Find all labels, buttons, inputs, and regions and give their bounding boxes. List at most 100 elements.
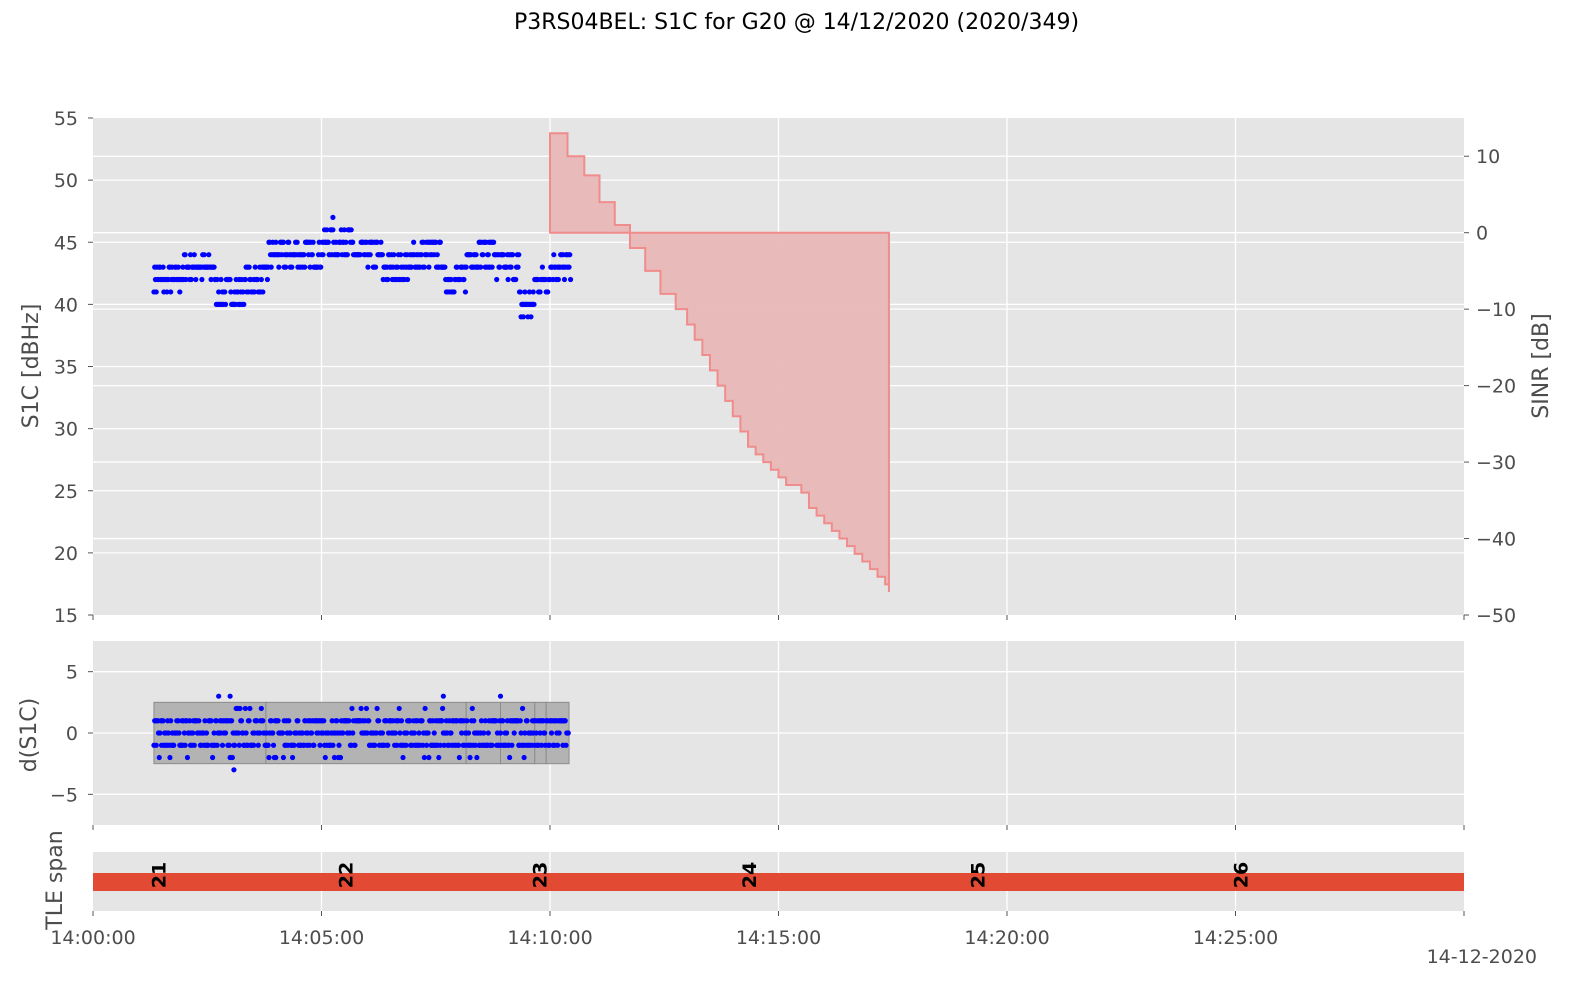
- s1c-point: [177, 289, 183, 295]
- dS1C-point: [187, 718, 193, 724]
- dS1C-point: [539, 742, 545, 748]
- dS1C-point: [247, 705, 253, 712]
- dS1C-point: [441, 742, 447, 748]
- tle-marker-label: 23: [530, 862, 552, 888]
- dS1C-point: [202, 718, 208, 724]
- s1c-point: [451, 289, 457, 295]
- dS1C-point: [346, 718, 352, 724]
- s1c-point: [462, 289, 469, 295]
- s1c-point: [208, 276, 214, 283]
- y-tick-label: 45: [54, 232, 78, 254]
- dS1C-point: [481, 730, 487, 736]
- s1c-point: [320, 252, 326, 258]
- y-axis-label: d(S1C): [17, 698, 42, 772]
- dS1C-point: [167, 754, 173, 761]
- dS1C-point: [497, 730, 504, 736]
- s1c-point: [510, 252, 516, 258]
- s1c-point: [454, 264, 460, 270]
- s1c-point: [485, 252, 491, 258]
- dS1C-point: [425, 730, 431, 736]
- dS1C-point: [330, 742, 336, 748]
- s1c-point: [567, 252, 573, 258]
- s1c-point: [522, 289, 528, 295]
- dS1C-point: [258, 705, 264, 712]
- dS1C-point: [542, 730, 548, 736]
- dS1C-point: [216, 693, 222, 699]
- dS1C-point: [334, 718, 340, 724]
- dS1C-point: [229, 718, 235, 724]
- s1c-point: [539, 264, 545, 270]
- s1c-point: [240, 289, 246, 295]
- x-tick-label: 14:25:00: [1193, 927, 1278, 949]
- s1c-point: [276, 264, 282, 270]
- s1c-point: [289, 264, 295, 270]
- s1c-point: [372, 264, 379, 270]
- s1c-point: [344, 252, 350, 258]
- dS1C-point: [352, 742, 358, 748]
- s1c-point: [307, 264, 313, 270]
- s1c-point: [508, 264, 514, 270]
- s1c-point: [180, 264, 186, 270]
- dS1C-point: [404, 730, 410, 736]
- dS1C-point: [565, 730, 571, 736]
- s1c-point: [478, 264, 484, 270]
- dS1C-point: [236, 742, 242, 748]
- s1c-point: [273, 239, 279, 245]
- s1c-point: [310, 239, 316, 245]
- dS1C-point: [519, 705, 526, 712]
- dS1C-point: [350, 730, 356, 736]
- s1c-point: [404, 276, 411, 283]
- s1c-point: [228, 289, 234, 295]
- dS1C-point: [521, 754, 527, 761]
- s1c-point: [218, 276, 224, 283]
- axis-layer: 14:00:00 14:05:00 14:10:00 14:15:00 14:20:00…: [17, 108, 1554, 949]
- y-tick-label: 25: [54, 481, 78, 503]
- dS1C-point: [231, 767, 237, 773]
- dS1C-point: [176, 730, 182, 736]
- s1c-point: [175, 264, 181, 270]
- sinr-layer: [549, 132, 890, 593]
- s1c-point: [365, 264, 371, 270]
- s1c-point: [473, 252, 479, 258]
- s1c-point: [537, 289, 543, 295]
- s1c-point: [520, 314, 526, 320]
- dS1C-point: [235, 730, 242, 736]
- s1c-point: [374, 239, 380, 245]
- s1c-point: [491, 239, 497, 245]
- s1c-point: [442, 264, 448, 270]
- y2-tick-label: −50: [1476, 605, 1516, 627]
- s1c-point: [318, 264, 324, 270]
- dS1C-point: [265, 742, 271, 748]
- dS1C-point: [156, 754, 162, 761]
- dS1C-point: [366, 718, 372, 724]
- s1c-point: [231, 301, 237, 307]
- y-tick-label: 20: [54, 543, 78, 565]
- s1c-point: [187, 252, 194, 258]
- dS1C-point: [456, 754, 462, 761]
- dS1C-point: [440, 693, 446, 699]
- dS1C-point: [464, 718, 470, 724]
- dS1C-point: [153, 742, 159, 748]
- dS1C-point: [456, 742, 462, 748]
- x-tick-label: 14:15:00: [736, 927, 821, 949]
- x-tick-label: 14:00:00: [50, 927, 135, 949]
- y-axis-label: S1C [dBHz]: [19, 304, 44, 429]
- y-tick-label: −5: [50, 784, 78, 806]
- dS1C-point: [280, 730, 286, 736]
- s1c-point: [216, 289, 222, 295]
- dS1C-point: [437, 742, 443, 748]
- s1c-point: [567, 276, 574, 283]
- s1c-point: [188, 276, 194, 283]
- dS1C-point: [555, 742, 561, 748]
- s1c-point: [341, 227, 347, 233]
- s1c-point: [301, 252, 307, 258]
- dS1C-point: [373, 730, 379, 736]
- dS1C-point: [203, 730, 210, 736]
- dS1C-point: [251, 742, 257, 748]
- dS1C-point: [563, 742, 569, 748]
- y-tick-label: 30: [54, 419, 78, 441]
- dS1C-point: [411, 730, 418, 736]
- s1c-point: [309, 252, 315, 258]
- dS1C-point: [398, 718, 405, 724]
- dS1C-point: [321, 718, 327, 724]
